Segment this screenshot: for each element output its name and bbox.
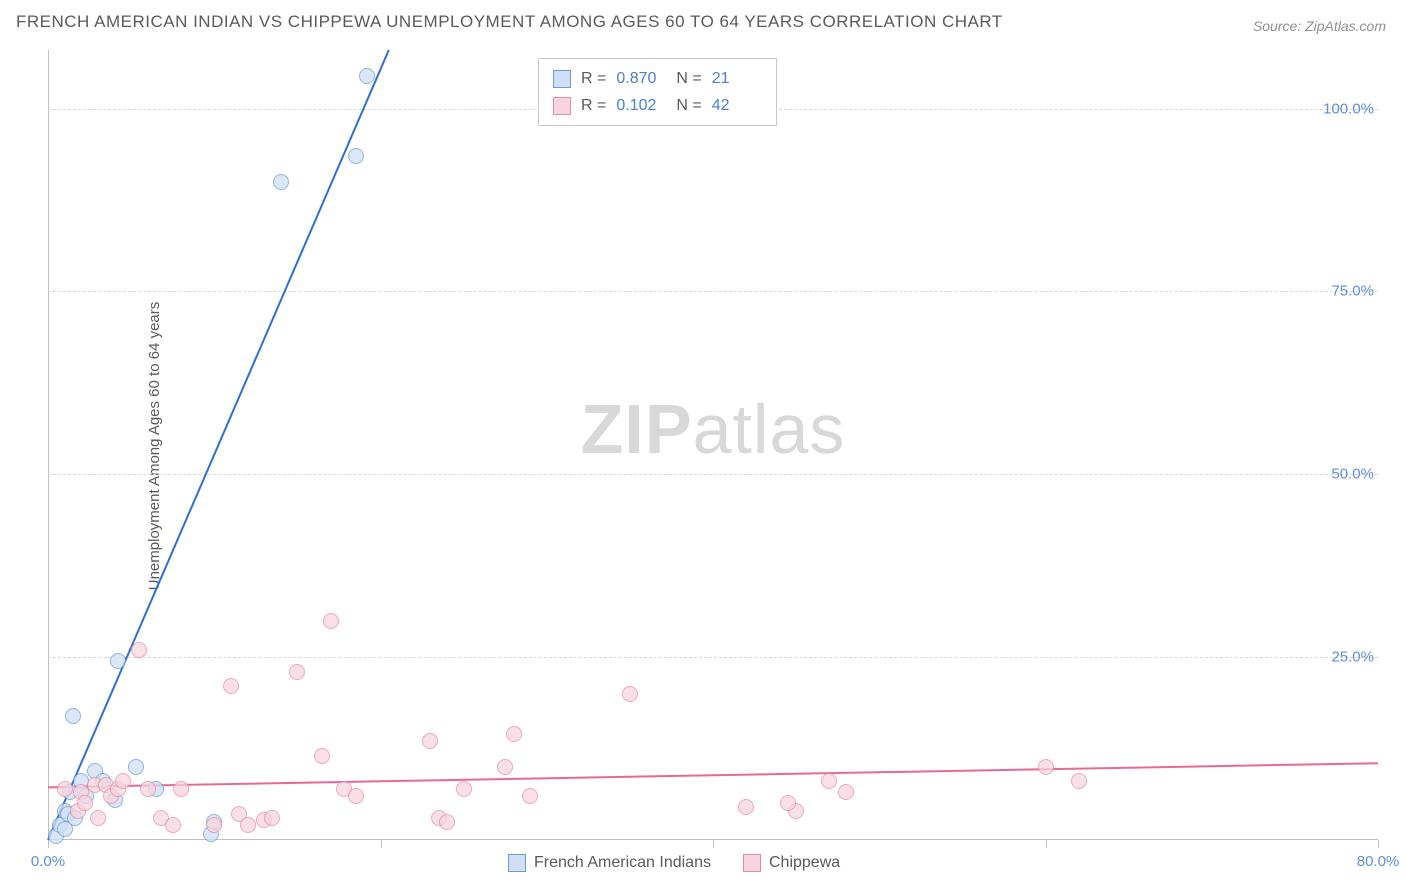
stats-legend-row: R = 0.102 N = 42 (553, 92, 762, 119)
scatter-point (57, 781, 73, 797)
n-value: 21 (712, 65, 762, 92)
scatter-point (110, 653, 126, 669)
n-label: N = (676, 65, 701, 92)
scatter-point (173, 781, 189, 797)
legend-swatch (508, 854, 526, 872)
r-value: 0.102 (616, 92, 666, 119)
scatter-point (780, 795, 796, 811)
scatter-point (140, 781, 156, 797)
trend-line (48, 763, 1378, 787)
n-label: N = (676, 92, 701, 119)
legend-item: Chippewa (743, 854, 840, 872)
scatter-point (90, 810, 106, 826)
scatter-point (522, 788, 538, 804)
scatter-point (422, 733, 438, 749)
scatter-point (273, 174, 289, 190)
legend-swatch (553, 97, 571, 115)
legend-label: Chippewa (769, 854, 840, 872)
scatter-point (738, 799, 754, 815)
r-label: R = (581, 65, 606, 92)
scatter-point (348, 788, 364, 804)
stats-legend-row: R = 0.870 N = 21 (553, 65, 762, 92)
x-tick (1378, 840, 1379, 848)
scatter-point (622, 686, 638, 702)
scatter-point (506, 726, 522, 742)
scatter-point (77, 795, 93, 811)
scatter-point (323, 613, 339, 629)
x-tick (1046, 840, 1047, 848)
scatter-point (65, 708, 81, 724)
trend-lines (48, 50, 1378, 840)
plot-area: ZIPatlas 25.0%50.0%75.0%100.0% 0.0%80.0%… (48, 50, 1378, 840)
scatter-point (456, 781, 472, 797)
scatter-point (131, 642, 147, 658)
scatter-point (1071, 773, 1087, 789)
scatter-point (115, 773, 131, 789)
stats-legend: R = 0.870 N = 21 R = 0.102 N = 42 (538, 58, 777, 126)
legend-swatch (553, 70, 571, 88)
scatter-point (264, 810, 280, 826)
x-tick-label: 80.0% (1357, 853, 1400, 870)
scatter-point (1038, 759, 1054, 775)
x-tick (381, 840, 382, 848)
scatter-point (289, 664, 305, 680)
scatter-point (206, 817, 222, 833)
scatter-point (439, 814, 455, 830)
scatter-point (359, 68, 375, 84)
scatter-point (128, 759, 144, 775)
scatter-point (348, 148, 364, 164)
x-tick (713, 840, 714, 848)
legend-label: French American Indians (534, 854, 711, 872)
r-value: 0.870 (616, 65, 666, 92)
n-value: 42 (712, 92, 762, 119)
chart-title: FRENCH AMERICAN INDIAN VS CHIPPEWA UNEMP… (16, 12, 1003, 32)
x-tick (48, 840, 49, 848)
legend-swatch (743, 854, 761, 872)
scatter-point (314, 748, 330, 764)
source-attribution: Source: ZipAtlas.com (1253, 18, 1386, 34)
series-legend: French American Indians Chippewa (508, 854, 840, 872)
scatter-point (165, 817, 181, 833)
scatter-point (497, 759, 513, 775)
legend-item: French American Indians (508, 854, 711, 872)
x-tick-label: 0.0% (31, 853, 65, 870)
scatter-point (240, 817, 256, 833)
scatter-point (223, 678, 239, 694)
scatter-point (821, 773, 837, 789)
r-label: R = (581, 92, 606, 119)
scatter-point (838, 784, 854, 800)
trend-line (48, 50, 389, 840)
